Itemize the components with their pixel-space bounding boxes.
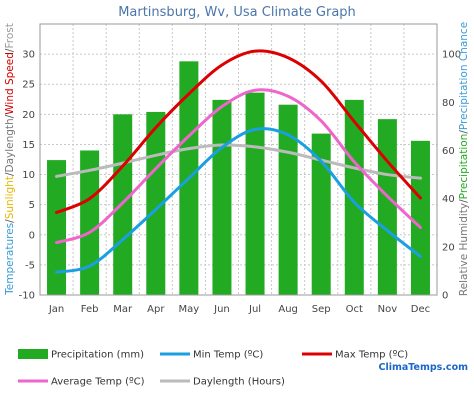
legend-label: Average Temp (ºC) <box>51 377 145 388</box>
right-tick-labels: 0 20 40 60 80 100 <box>442 50 461 302</box>
axis-label-part: Relative Humidity <box>458 203 470 296</box>
x-tick-oct: Oct <box>346 304 363 315</box>
left-tick: 30 <box>22 50 35 61</box>
x-tick-labels: Jan Feb Mar Apr May Jun Jul Aug Sep Oct Nov Dec <box>48 304 430 315</box>
axis-label-part: / <box>4 114 16 118</box>
left-axis-label: Temperatures/Sunlight/Daylength/Wind Spe… <box>4 23 16 296</box>
precipitation-bars <box>47 61 430 296</box>
line-max-temp-c <box>55 49 422 214</box>
temperature-lines <box>55 49 422 274</box>
line-average-temp-c <box>55 88 422 245</box>
bar-feb <box>80 150 100 295</box>
legend-swatch <box>18 349 48 359</box>
left-tick: 0 <box>29 230 35 241</box>
left-tick: 10 <box>22 170 35 181</box>
chart-title: Martinsburg, Wv, Usa Climate Graph <box>118 5 356 20</box>
axis-label-part: / <box>4 219 16 223</box>
line-daylength-hours <box>55 143 422 180</box>
axis-label-part: Sunlight <box>4 176 16 219</box>
legend: Precipitation (mm) Min Temp (ºC) Max Temp … <box>18 349 408 388</box>
bar-jun <box>212 99 232 295</box>
left-tick: 20 <box>22 110 35 121</box>
left-tick: 5 <box>29 200 35 211</box>
x-tick-dec: Dec <box>411 304 430 315</box>
bar-sep <box>311 133 331 295</box>
line-min-temp-c <box>55 127 422 274</box>
left-tick-labels: -10 -5 0 5 10 15 20 25 30 <box>19 50 35 302</box>
left-tick: 15 <box>22 140 35 151</box>
legend-item-average-temp-c: Average Temp (ºC) <box>18 377 145 388</box>
x-tick-feb: Feb <box>81 304 99 315</box>
axis-label-part: Daylength <box>4 118 16 172</box>
x-tick-jun: Jun <box>213 304 230 315</box>
left-tick: 25 <box>22 80 35 91</box>
x-tick-jul: Jul <box>248 304 261 315</box>
axis-label-part: Precipitation <box>458 134 470 200</box>
right-tick: 0 <box>442 291 448 302</box>
brand-label: ClimaTemps.com <box>379 362 469 373</box>
axis-label-part: / <box>4 48 16 52</box>
x-tick-mar: Mar <box>113 304 133 315</box>
legend-label: Min Temp (ºC) <box>193 350 263 361</box>
legend-item-precipitation-mm: Precipitation (mm) <box>18 349 144 361</box>
right-axis-label: Relative Humidity/Precipitation/Precipit… <box>458 22 470 296</box>
axis-label-part: / <box>458 130 470 134</box>
axis-label-part: Precipitation Chance <box>458 22 470 130</box>
x-tick-jan: Jan <box>48 304 64 315</box>
bar-jul <box>245 92 265 295</box>
legend-label: Daylength (Hours) <box>193 377 285 388</box>
axis-label-part: / <box>458 199 470 203</box>
grid-lines <box>40 24 437 296</box>
x-tick-apr: Apr <box>147 304 165 315</box>
x-tick-nov: Nov <box>378 304 398 315</box>
right-tick: 100 <box>442 50 461 61</box>
x-tick-sep: Sep <box>312 304 331 315</box>
x-tick-aug: Aug <box>278 304 298 315</box>
axis-label-part: Frost <box>4 23 16 48</box>
bar-oct <box>344 99 364 295</box>
axis-label-part: Temperatures <box>4 223 16 296</box>
right-tick: 20 <box>442 242 455 253</box>
legend-item-daylength-hours: Daylength (Hours) <box>160 377 285 388</box>
left-tick: -5 <box>25 260 35 271</box>
legend-item-max-temp-c: Max Temp (ºC) <box>302 350 408 361</box>
right-tick: 60 <box>442 146 455 157</box>
right-tick: 40 <box>442 194 455 205</box>
bar-nov <box>377 119 397 295</box>
axis-label-part: Wind Speed <box>4 52 16 115</box>
right-tick: 80 <box>442 98 455 109</box>
legend-item-min-temp-c: Min Temp (ºC) <box>160 350 263 361</box>
legend-label: Max Temp (ºC) <box>335 350 408 361</box>
legend-label: Precipitation (mm) <box>51 350 144 361</box>
axis-label-part: / <box>4 172 16 176</box>
left-tick: -10 <box>19 291 35 302</box>
bar-jan <box>47 160 67 295</box>
x-tick-may: May <box>179 304 200 315</box>
plot-frame <box>39 23 438 296</box>
bar-dec <box>410 140 430 295</box>
